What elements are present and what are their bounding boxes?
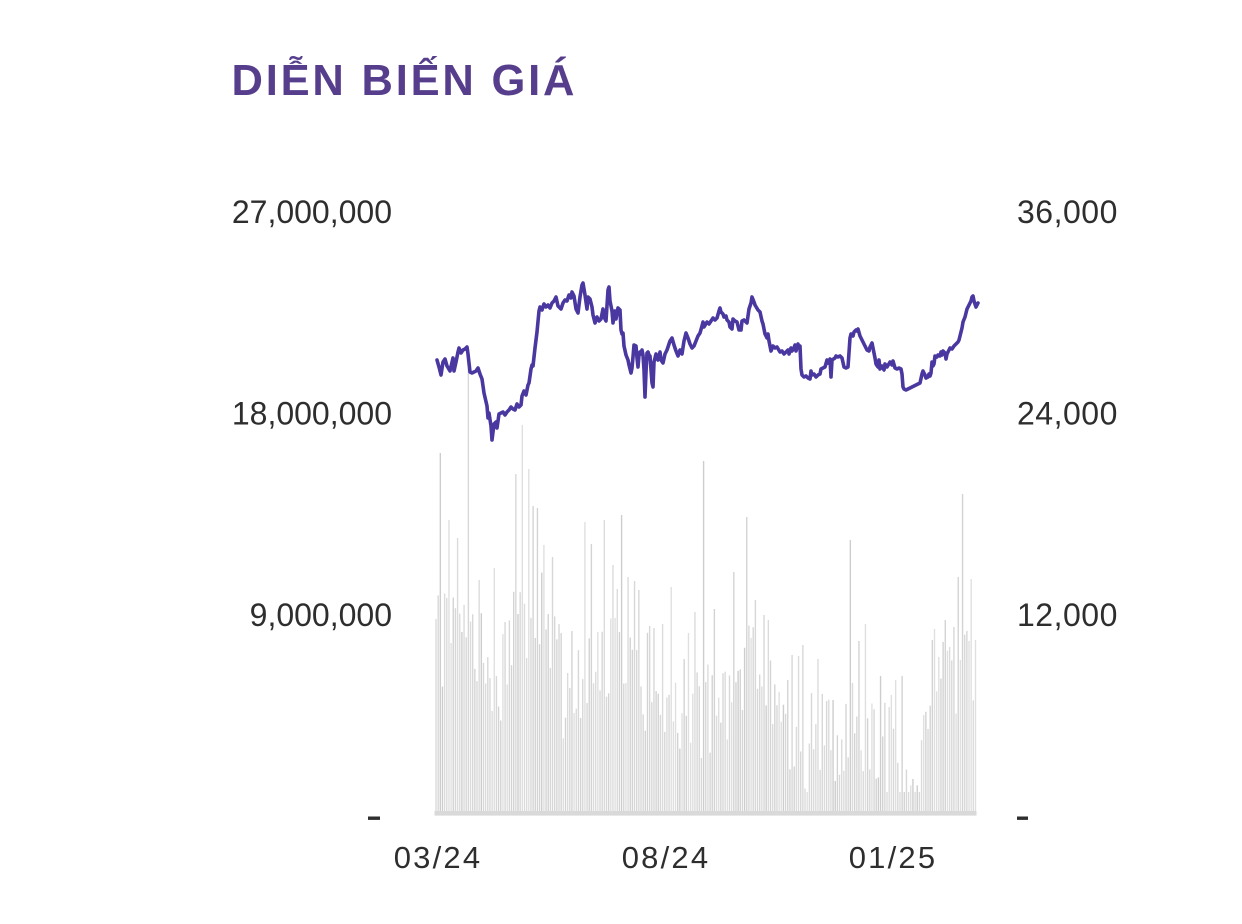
svg-text:08/24: 08/24: [622, 840, 711, 875]
svg-text:36,000: 36,000: [1017, 194, 1118, 230]
svg-text:03/24: 03/24: [394, 840, 483, 875]
svg-text:24,000: 24,000: [1017, 396, 1118, 432]
svg-text:12,000: 12,000: [1017, 597, 1118, 633]
svg-text:9,000,000: 9,000,000: [250, 597, 392, 633]
svg-text:01/25: 01/25: [849, 840, 938, 875]
svg-text:18,000,000: 18,000,000: [232, 396, 392, 432]
svg-text:27,000,000: 27,000,000: [232, 194, 392, 230]
svg-text:DIỄN BIẾN GIÁ: DIỄN BIẾN GIÁ: [232, 55, 578, 105]
